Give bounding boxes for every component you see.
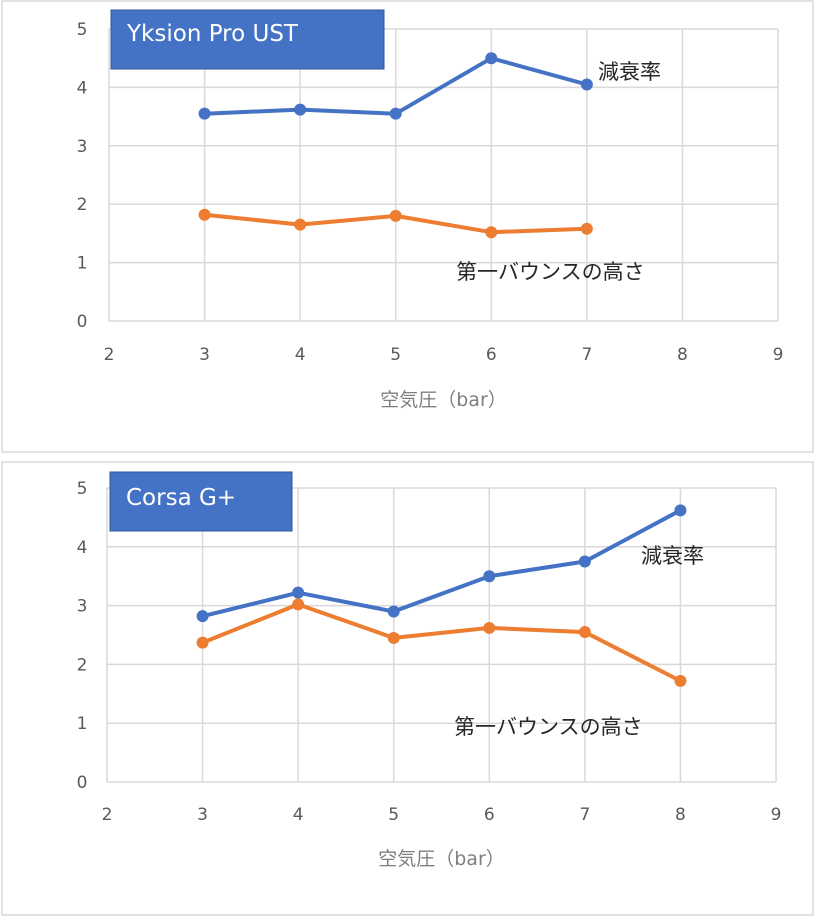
y-tick-label: 5	[77, 479, 88, 499]
data-point	[580, 78, 593, 91]
y-tick-label: 3	[77, 597, 88, 617]
data-point	[674, 674, 687, 687]
chart-title: Corsa G+	[126, 485, 236, 511]
data-point	[483, 570, 496, 583]
data-point	[292, 586, 305, 599]
series-label: 減衰率	[641, 544, 704, 568]
data-point	[485, 226, 498, 239]
data-point	[674, 504, 687, 517]
chart-frame	[1, 461, 814, 916]
x-tick-label: 5	[388, 805, 399, 825]
x-tick-label: 8	[675, 805, 686, 825]
data-point	[485, 52, 498, 65]
x-axis-label: 空気圧（bar）	[378, 848, 505, 870]
chart-title: Yksion Pro UST	[126, 21, 299, 47]
series-line	[200, 602, 683, 683]
series-label: 第一バウンスの高さ	[454, 715, 643, 739]
data-point	[389, 209, 402, 222]
x-tick-label: 4	[293, 805, 304, 825]
x-tick-label: 3	[199, 345, 210, 365]
y-tick-label: 4	[77, 78, 88, 98]
x-tick-label: 6	[484, 805, 495, 825]
y-tick-label: 1	[77, 714, 88, 734]
x-tick-label: 5	[390, 345, 401, 365]
data-point	[198, 208, 211, 221]
data-point	[196, 636, 209, 649]
data-point	[578, 555, 591, 568]
x-axis-label: 空気圧（bar）	[380, 389, 507, 411]
x-tick-label: 9	[773, 345, 784, 365]
x-tick-label: 8	[677, 345, 688, 365]
chart-frame	[1, 0, 814, 453]
x-tick-label: 3	[197, 805, 208, 825]
y-tick-label: 0	[77, 773, 88, 793]
y-tick-label: 5	[77, 20, 88, 40]
series-label: 第一バウンスの高さ	[456, 260, 645, 284]
chart-title-box	[110, 9, 385, 70]
x-tick-label: 2	[104, 345, 115, 365]
data-point	[198, 107, 211, 120]
chart-title-box	[109, 471, 293, 532]
x-tick-label: 6	[486, 345, 497, 365]
x-tick-label: 7	[579, 805, 590, 825]
x-tick-label: 4	[295, 345, 306, 365]
data-point	[294, 103, 307, 116]
y-tick-label: 0	[77, 312, 88, 332]
y-tick-label: 2	[77, 655, 88, 675]
data-point	[294, 218, 307, 231]
y-tick-label: 1	[77, 254, 88, 274]
data-point	[483, 621, 496, 634]
y-tick-label: 2	[77, 195, 88, 215]
series-label: 減衰率	[598, 60, 661, 84]
chart-panel-top: 2 3 4 5 6 7 8 9 0 1 2 3 4 5 空気圧（bar） 減衰率第一バウンスの高さ Yksion…	[0, 0, 815, 455]
y-tick-label: 4	[77, 538, 88, 558]
y-tick-label: 3	[77, 137, 88, 157]
x-tick-label: 2	[102, 805, 113, 825]
data-point	[292, 598, 305, 611]
data-point	[196, 610, 209, 623]
x-tick-label: 7	[581, 345, 592, 365]
data-point	[580, 222, 593, 235]
x-tick-label: 9	[771, 805, 782, 825]
data-point	[578, 626, 591, 639]
data-point	[387, 631, 400, 644]
series-line	[200, 508, 683, 619]
data-point	[387, 605, 400, 618]
data-point	[389, 107, 402, 120]
chart-panel-bottom: 2 3 4 5 6 7 8 9 0 1 2 3 4 5 空気圧（bar） 減衰率第一バウンスの高さ Corsa …	[0, 460, 815, 917]
